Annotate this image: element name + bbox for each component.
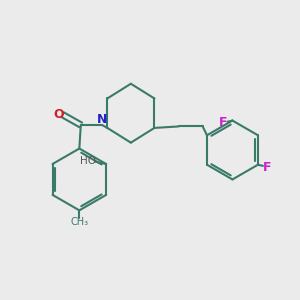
Text: F: F <box>219 116 227 129</box>
Text: O: O <box>54 108 64 121</box>
Text: HO: HO <box>80 156 96 166</box>
Text: F: F <box>263 160 272 174</box>
Text: CH₃: CH₃ <box>70 217 88 226</box>
Text: N: N <box>97 113 107 127</box>
